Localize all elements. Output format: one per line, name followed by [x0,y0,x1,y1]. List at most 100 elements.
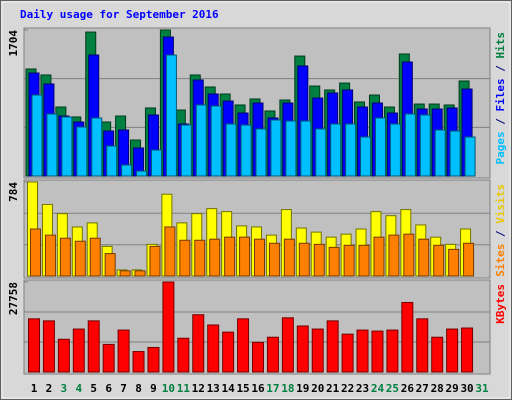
bar [240,124,252,177]
bar [341,333,354,373]
legend: Sites / Visits [494,184,507,277]
bar [285,120,297,177]
bar [463,242,475,277]
x-tick-label: 19 [296,382,309,395]
bar [239,236,251,277]
bar [388,234,400,277]
legend-separator: / [494,59,507,79]
x-tick-label: 3 [61,382,68,395]
x-tick-label: 16 [251,382,265,395]
x-tick-label: 10 [162,382,175,395]
bar [401,301,414,373]
x-tick-label: 7 [120,382,127,395]
bar [403,233,415,277]
bar [252,341,264,373]
bar [44,234,56,277]
bar [222,331,235,373]
x-tick-label: 22 [341,382,354,395]
bar [91,117,103,177]
y-tick-label: 784 [7,182,20,202]
bar [76,126,88,177]
bar [464,136,476,177]
x-tick-label: 9 [150,382,157,395]
bar [389,123,401,177]
legend-entry: Sites [494,244,507,277]
bar [89,237,101,277]
bar [147,346,160,373]
bar [298,242,310,277]
legend-entry: Files [494,78,507,111]
x-tick-label: 26 [401,382,415,395]
bar [373,236,385,277]
bar [386,329,399,373]
bar [31,94,43,177]
bar [270,119,282,177]
bar [434,129,446,177]
bar [343,244,355,277]
bar [46,113,58,177]
legend: Pages / Files / Hits [494,32,507,165]
x-tick-label: 8 [135,382,142,395]
bar [404,113,416,177]
x-tick-label: 20 [311,382,324,395]
bar [416,318,429,373]
bar [57,338,70,373]
x-tick-label: 29 [446,382,459,395]
bar [374,117,386,177]
bar [461,327,474,373]
legend-separator: / [494,224,507,244]
legend: KBytes [494,284,507,324]
x-tick-label: 17 [266,382,279,395]
x-tick-label: 25 [386,382,399,395]
x-tick-label: 1 [31,382,38,395]
bar [59,237,71,277]
bar [419,114,431,177]
bar [224,236,236,277]
legend-entry: Hits [494,32,507,59]
bar [177,337,190,373]
legend-entry: Visits [494,184,507,224]
x-tick-label: 14 [222,382,236,395]
y-tick-label: 1704 [7,30,20,57]
bar [330,123,342,177]
bar [104,253,116,277]
bar [179,239,191,277]
x-tick-label: 30 [460,382,473,395]
bar [150,149,162,177]
x-tick-label: 28 [431,382,444,395]
x-tick-label: 13 [207,382,220,395]
x-tick-label: 6 [105,382,112,395]
bar [164,226,176,277]
bar [28,318,40,373]
bar [254,238,265,277]
bar [418,238,430,277]
bar [149,245,161,277]
bar [180,124,192,177]
bar [195,104,207,177]
bar [136,170,148,177]
bar [117,329,130,373]
bar [237,318,250,373]
bar [255,128,267,177]
bar [192,314,205,373]
legend-entry: Pages [494,131,507,164]
bar [266,336,279,373]
bar [296,325,309,373]
x-tick-label: 31 [475,382,489,395]
bar [210,105,222,177]
bar [268,242,280,277]
bar [61,116,73,177]
bar [106,145,118,177]
bar [448,248,460,277]
bar [283,238,295,277]
x-tick-label: 18 [281,382,294,395]
bar [431,336,444,373]
legend-entry: KBytes [494,284,507,324]
x-tick-label: 23 [356,382,369,395]
bar [74,240,86,277]
bar [209,238,221,277]
bar [119,270,131,277]
x-tick-label: 5 [90,382,97,395]
